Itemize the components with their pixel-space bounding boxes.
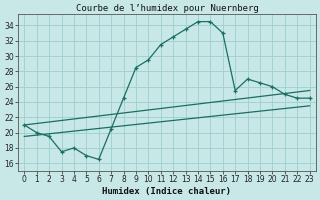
X-axis label: Humidex (Indice chaleur): Humidex (Indice chaleur) [102,187,231,196]
Title: Courbe de l’humidex pour Nuernberg: Courbe de l’humidex pour Nuernberg [76,4,258,13]
